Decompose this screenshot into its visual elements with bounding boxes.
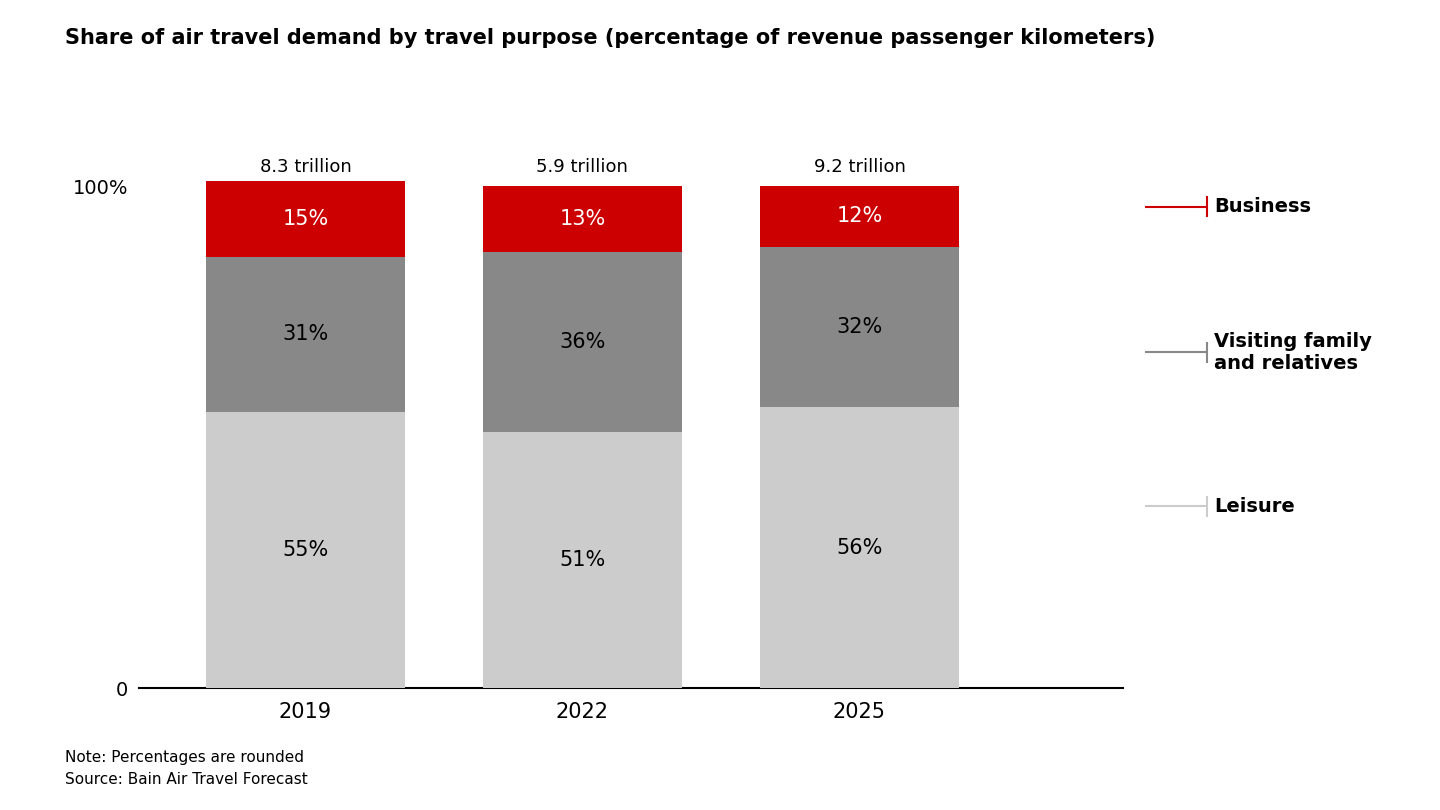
- Text: 36%: 36%: [559, 332, 606, 352]
- Text: 31%: 31%: [282, 324, 328, 344]
- Text: Visiting family
and relatives: Visiting family and relatives: [1214, 332, 1372, 373]
- Text: Share of air travel demand by travel purpose (percentage of revenue passenger ki: Share of air travel demand by travel pur…: [65, 28, 1155, 49]
- Bar: [760, 186, 959, 246]
- Text: Note: Percentages are rounded
Source: Bain Air Travel Forecast: Note: Percentages are rounded Source: Ba…: [65, 750, 308, 787]
- Bar: [482, 186, 683, 252]
- Bar: [482, 433, 683, 688]
- Text: 5.9 trillion: 5.9 trillion: [537, 158, 628, 177]
- Bar: [760, 407, 959, 688]
- Text: Leisure: Leisure: [1214, 497, 1295, 516]
- Text: 15%: 15%: [282, 209, 328, 229]
- Bar: [206, 257, 405, 412]
- Text: 32%: 32%: [837, 317, 883, 337]
- Bar: [206, 181, 405, 257]
- Bar: [482, 252, 683, 433]
- Bar: [206, 412, 405, 688]
- Text: 55%: 55%: [282, 540, 328, 561]
- Text: 51%: 51%: [559, 550, 606, 570]
- Text: 56%: 56%: [837, 538, 883, 558]
- Text: 13%: 13%: [559, 209, 606, 229]
- Text: 9.2 trillion: 9.2 trillion: [814, 158, 906, 177]
- Text: 12%: 12%: [837, 207, 883, 227]
- Text: 8.3 trillion: 8.3 trillion: [259, 158, 351, 177]
- Text: Business: Business: [1214, 197, 1310, 216]
- Bar: [760, 246, 959, 407]
